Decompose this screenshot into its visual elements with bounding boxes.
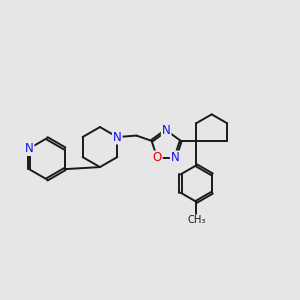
Text: N: N bbox=[113, 130, 122, 143]
Text: N: N bbox=[25, 142, 34, 155]
Text: N: N bbox=[162, 124, 171, 137]
Text: N: N bbox=[171, 152, 180, 164]
Text: CH₃: CH₃ bbox=[187, 215, 206, 225]
Text: O: O bbox=[153, 152, 162, 164]
